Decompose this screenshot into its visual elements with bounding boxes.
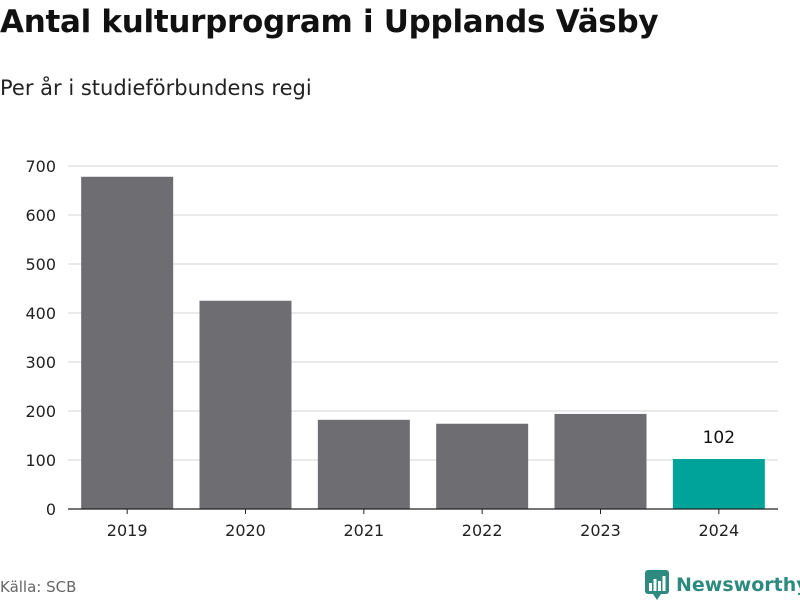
y-tick-label: 300 xyxy=(25,353,56,372)
chart-subtitle: Per år i studieförbundens regi xyxy=(0,76,312,100)
y-tick-label: 100 xyxy=(25,451,56,470)
labels: 0 100 200 300 400 500 600 700 2019 2020 2021 2022 20… xyxy=(25,157,739,540)
bar-chart: 0 100 200 300 400 500 600 700 2019 2020 2021 2022 20… xyxy=(25,157,778,540)
data-label: 102 xyxy=(703,428,735,448)
bar-2019 xyxy=(81,176,174,509)
bars xyxy=(81,176,765,509)
newsworthy-logo-icon xyxy=(645,570,669,600)
y-tick-label: 500 xyxy=(25,255,56,274)
x-tick-label: 2022 xyxy=(462,521,503,540)
bar-2020 xyxy=(199,300,292,509)
gridlines xyxy=(68,165,778,461)
bar-2022 xyxy=(436,423,529,509)
x-tick-label: 2023 xyxy=(580,521,621,540)
bar-2023 xyxy=(554,413,647,509)
y-tick-label: 0 xyxy=(46,500,56,519)
x-tick-label: 2024 xyxy=(698,521,739,540)
brand-logo: Newsworthy xyxy=(644,569,800,601)
y-tick-label: 700 xyxy=(25,157,56,176)
x-tick-label: 2020 xyxy=(225,521,266,540)
y-tick-label: 600 xyxy=(25,206,56,225)
chart-title: Antal kulturprogram i Upplands Väsby xyxy=(0,4,659,40)
y-tick-label: 400 xyxy=(25,304,56,323)
source-note: Källa: SCB xyxy=(0,578,77,596)
bar-2021 xyxy=(317,419,410,509)
axes xyxy=(68,508,778,514)
y-tick-label: 200 xyxy=(25,402,56,421)
x-tick-label: 2019 xyxy=(107,521,148,540)
brand-name: Newsworthy xyxy=(676,574,800,596)
bar-2024 xyxy=(672,459,765,509)
x-tick-label: 2021 xyxy=(343,521,384,540)
